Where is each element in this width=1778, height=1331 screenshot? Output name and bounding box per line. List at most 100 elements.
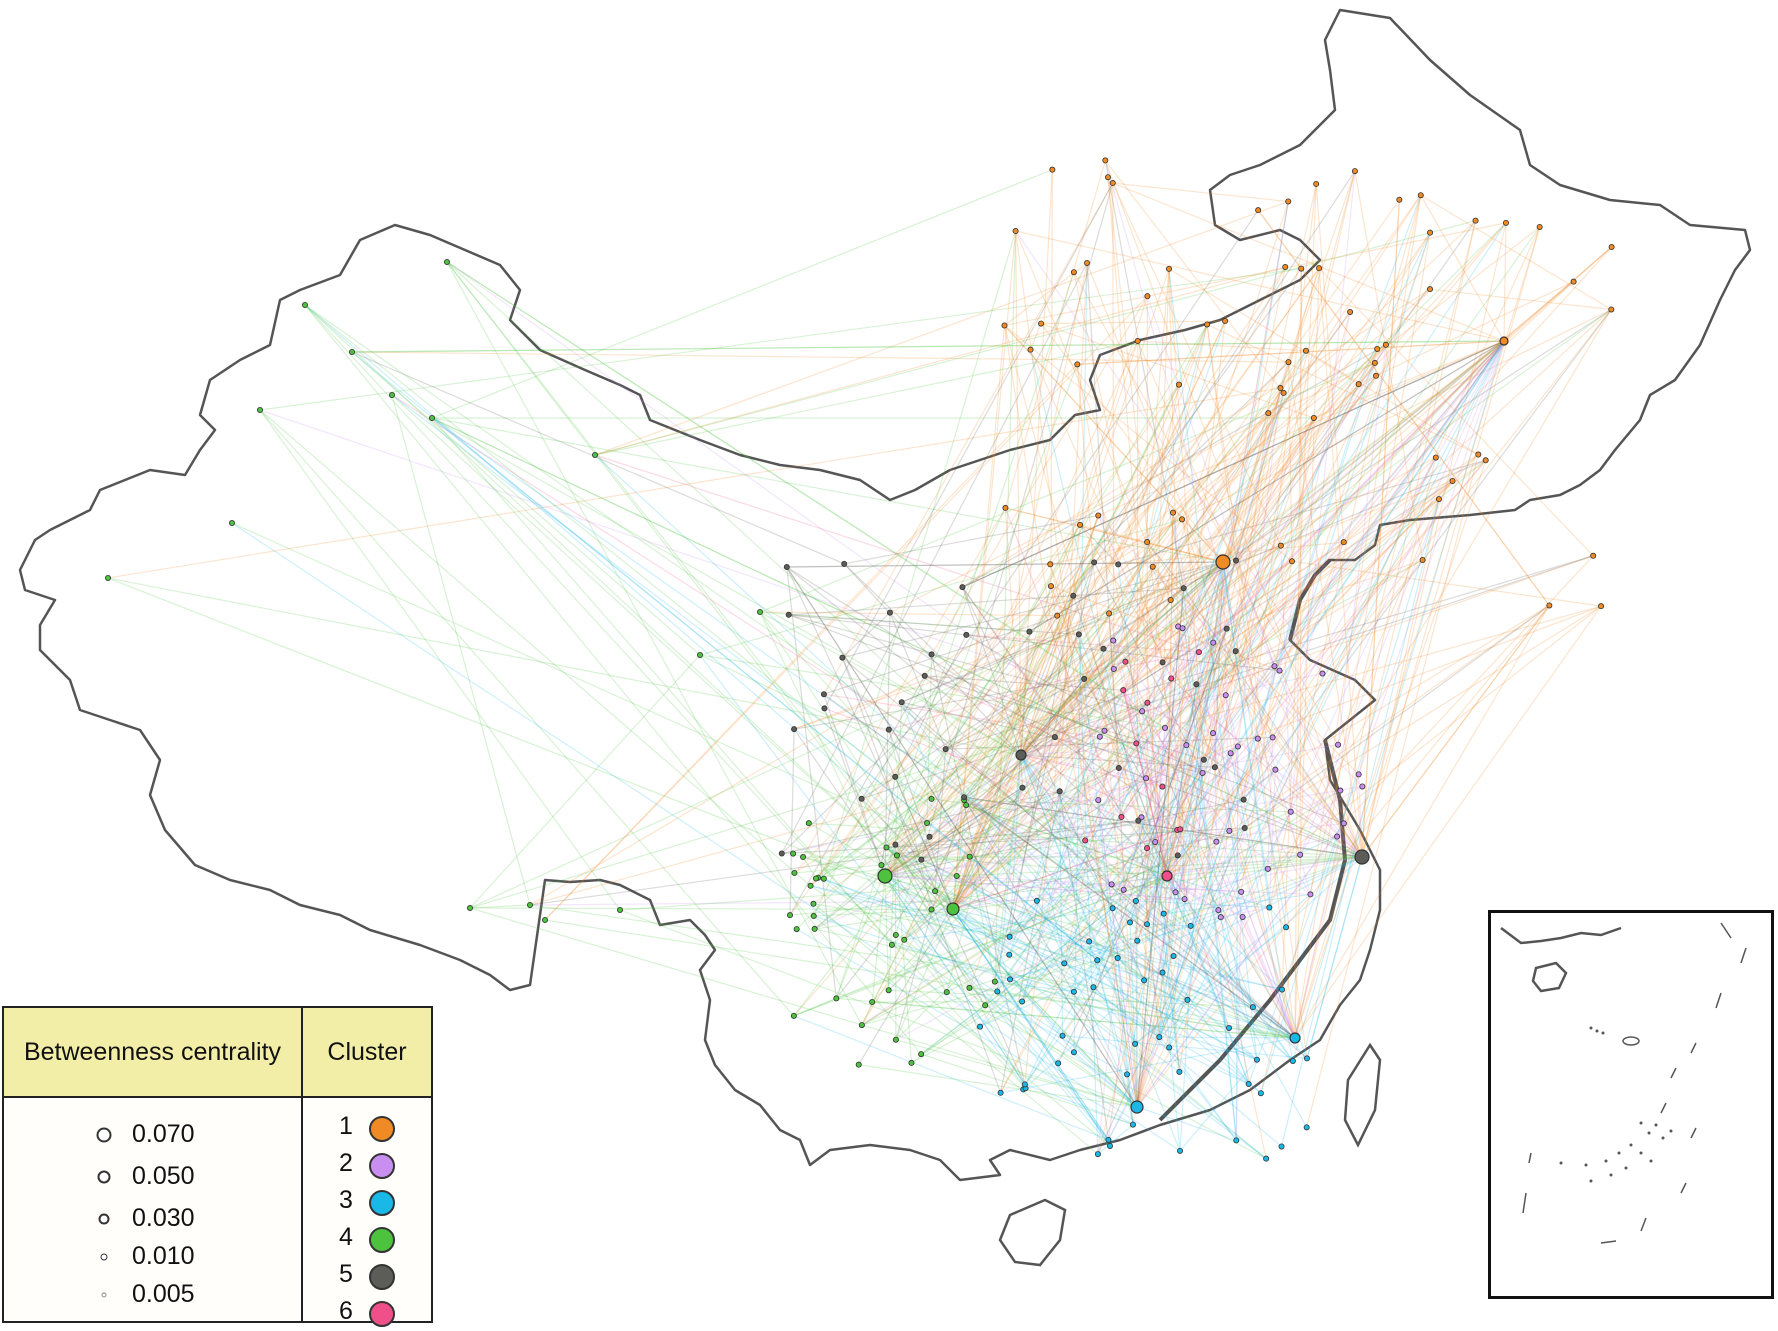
centrality-value: 0.070 (132, 1120, 195, 1149)
city-node (887, 610, 892, 615)
city-node (964, 802, 969, 807)
city-node (954, 873, 959, 878)
inset-dashes (1523, 923, 1746, 1243)
network-edge (1180, 1060, 1257, 1151)
city-node (1298, 852, 1303, 857)
city-node (1308, 892, 1313, 897)
city-node (1048, 583, 1053, 588)
city-node (893, 932, 898, 937)
network-edge (1113, 183, 1288, 201)
city-node (1290, 1058, 1295, 1063)
city-node (1205, 322, 1210, 327)
network-edge (108, 578, 1021, 755)
city-node (1223, 693, 1228, 698)
city-node (1167, 1045, 1172, 1050)
city-node (1241, 797, 1246, 802)
city-node (1348, 309, 1353, 314)
city-node (1233, 648, 1238, 653)
city-node (1057, 789, 1062, 794)
city-node (1356, 772, 1361, 777)
city-node (1226, 1025, 1231, 1030)
city-node (929, 907, 934, 912)
network-edge (595, 201, 1288, 455)
city-node (1135, 338, 1140, 343)
cluster-row: 5 (303, 1256, 431, 1294)
city-node (1240, 914, 1245, 919)
city-node (1092, 560, 1097, 565)
cluster-header: Cluster (303, 1008, 431, 1098)
city-node (1135, 938, 1140, 943)
city-node (779, 851, 784, 856)
city-node (1171, 953, 1176, 958)
city-node (1598, 604, 1603, 609)
city-node (1150, 564, 1155, 569)
city-node (821, 692, 826, 697)
city-node (1289, 559, 1294, 564)
city-node (822, 706, 827, 711)
network-edge (1098, 1125, 1133, 1155)
city-node (1277, 668, 1282, 673)
network-edge (432, 418, 1147, 924)
city-node (1214, 839, 1219, 844)
city-node (1224, 626, 1229, 631)
network-edge (1421, 195, 1612, 309)
city-node (1279, 987, 1284, 992)
city-node (1140, 709, 1145, 714)
city-node (1055, 613, 1060, 618)
city-node (1264, 1156, 1269, 1161)
city-node (1255, 736, 1260, 741)
city-node (1283, 264, 1288, 269)
city-node (884, 845, 889, 850)
city-node (879, 863, 884, 868)
network-edge (1113, 183, 1504, 341)
city-node (1160, 970, 1165, 975)
city-node (1352, 168, 1357, 173)
city-node (1218, 915, 1223, 920)
city-node (893, 774, 898, 779)
city-node (967, 854, 972, 859)
network-edge (1051, 170, 1052, 586)
centrality-value: 0.050 (132, 1162, 195, 1191)
city-node (1169, 676, 1174, 681)
city-node (1433, 455, 1438, 460)
hub-city-node (1500, 337, 1508, 345)
cluster-number: 3 (339, 1186, 353, 1215)
city-node (1279, 1144, 1284, 1149)
city-node (1239, 889, 1244, 894)
city-node (1609, 244, 1614, 249)
city-node (1436, 497, 1441, 502)
city-node (1176, 382, 1181, 387)
city-node (1473, 218, 1478, 223)
city-node (444, 259, 449, 264)
cluster-row: 4 (303, 1219, 431, 1257)
network-edge (432, 418, 1021, 755)
city-node (1038, 321, 1043, 326)
city-node (808, 883, 813, 888)
city-node (1071, 1050, 1076, 1055)
city-node (1311, 415, 1316, 420)
city-node (1397, 197, 1402, 202)
city-node (786, 612, 791, 617)
cluster-row: 2 (303, 1145, 431, 1183)
city-node (1071, 593, 1076, 598)
network-edge (1041, 321, 1225, 324)
city-node (1133, 898, 1138, 903)
city-node (1278, 543, 1283, 548)
city-node (105, 575, 110, 580)
city-node (1283, 925, 1288, 930)
hub-city-node (1355, 850, 1369, 864)
city-node (1173, 890, 1178, 895)
city-node (992, 979, 997, 984)
city-node (1372, 360, 1377, 365)
city-node (1200, 770, 1205, 775)
city-node (1003, 505, 1008, 510)
city-node (922, 673, 927, 678)
city-node (1254, 1057, 1259, 1062)
city-node (1144, 922, 1149, 927)
city-node (1228, 751, 1233, 756)
city-node (1116, 765, 1121, 770)
city-node (1383, 342, 1388, 347)
network-edge (824, 231, 1016, 879)
city-node (1286, 359, 1291, 364)
city-node (1102, 728, 1107, 733)
